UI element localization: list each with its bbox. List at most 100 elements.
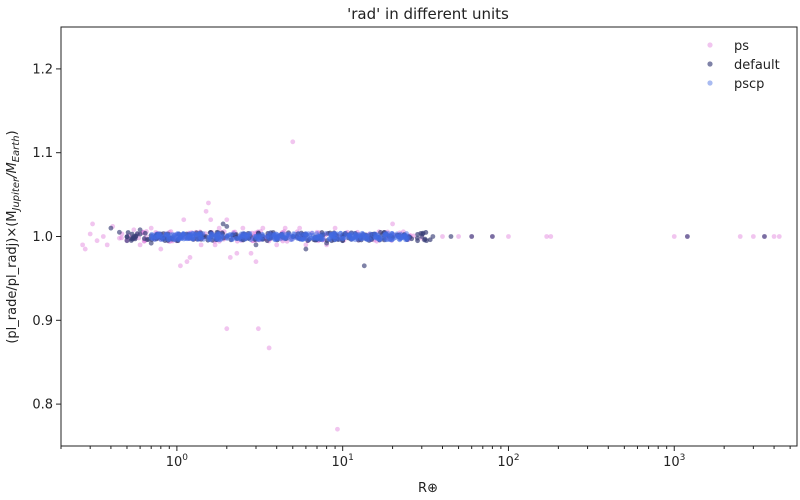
data-point: [415, 231, 421, 237]
x-tick-label: 101: [332, 453, 354, 470]
data-point: [406, 234, 412, 239]
data-point: [206, 237, 212, 242]
y-axis: 0.8 0.9 1.0 1.1 1.2: [32, 62, 61, 413]
data-point: [180, 231, 186, 237]
y-axis-label: (pl_rade/pl_radj)×(MJupiter/MEarth): [5, 130, 22, 343]
data-point: [440, 234, 445, 239]
data-point: [300, 236, 305, 242]
data-point: [671, 234, 677, 239]
data-point: [170, 235, 176, 241]
data-point: [216, 231, 222, 236]
data-point: [303, 246, 309, 252]
x-axis-label: R⊕: [418, 481, 438, 496]
data-point: [387, 233, 392, 238]
data-point: [94, 238, 100, 244]
data-point: [490, 234, 495, 239]
data-point: [181, 217, 187, 223]
data-point: [323, 231, 329, 236]
data-point: [271, 236, 277, 242]
data-point: [227, 255, 233, 260]
data-point: [390, 221, 395, 227]
data-point: [90, 221, 95, 227]
y-tick-label: 1.2: [32, 62, 53, 77]
data-point: [148, 235, 154, 241]
data-point: [184, 259, 190, 265]
data-point: [290, 139, 296, 145]
data-point: [116, 235, 122, 241]
data-point: [364, 234, 370, 239]
data-point: [247, 231, 253, 236]
data-point: [737, 234, 743, 239]
data-point: [415, 238, 420, 244]
data-point: [206, 200, 211, 206]
data-point: [178, 263, 183, 269]
data-point: [360, 231, 366, 237]
series-ps: [80, 139, 782, 432]
data-point: [314, 234, 320, 240]
data-point: [116, 229, 122, 235]
legend-marker: [707, 80, 713, 86]
data-point: [124, 238, 130, 244]
data-point: [224, 217, 230, 223]
data-point: [359, 236, 364, 242]
data-point: [175, 233, 181, 239]
y-label-sub1: Jupiter: [11, 177, 22, 212]
data-point: [100, 234, 106, 239]
data-point: [253, 234, 259, 239]
data-point: [224, 224, 230, 229]
data-point: [137, 242, 143, 248]
data-point: [332, 225, 338, 231]
data-point: [266, 345, 272, 351]
data-point: [80, 242, 86, 248]
data-point: [297, 225, 303, 231]
data-point: [124, 234, 130, 240]
data-point: [158, 232, 164, 238]
data-point: [148, 240, 154, 246]
data-point: [506, 234, 511, 239]
data-point: [134, 231, 140, 237]
data-point: [369, 235, 375, 241]
data-point: [377, 237, 383, 243]
legend-item-pscp: pscp: [707, 77, 764, 92]
data-point: [324, 240, 330, 246]
data-point: [82, 246, 88, 252]
data-point: [154, 234, 159, 240]
data-point: [224, 235, 230, 240]
legend-item-default: default: [707, 58, 780, 73]
data-point: [260, 232, 266, 238]
data-point: [253, 234, 259, 240]
y-tick-label: 1.0: [32, 230, 53, 245]
data-point: [186, 234, 192, 240]
x-tick-label: 100: [166, 453, 189, 470]
data-point: [343, 230, 348, 236]
data-point: [395, 234, 401, 239]
data-point: [149, 231, 155, 237]
y-tick-label: 0.8: [32, 398, 53, 413]
data-point: [347, 234, 352, 239]
data-point: [315, 233, 321, 239]
data-point: [174, 234, 180, 239]
data-point: [131, 227, 137, 233]
data-point: [303, 242, 309, 248]
data-point: [87, 231, 93, 237]
data-point: [158, 246, 164, 252]
data-point: [309, 230, 315, 236]
x-tick-label: 102: [497, 453, 519, 470]
data-point: [234, 250, 240, 256]
data-point: [419, 234, 425, 239]
data-point: [348, 235, 354, 241]
data-point: [267, 236, 272, 242]
data-point: [253, 242, 259, 248]
data-point: [404, 231, 409, 236]
data-point: [423, 230, 429, 235]
data-point: [308, 235, 314, 241]
data-point: [352, 233, 358, 239]
data-point: [422, 236, 428, 242]
data-point: [332, 234, 338, 239]
data-point: [128, 238, 134, 243]
series-pscp: [148, 230, 412, 243]
data-point: [196, 232, 201, 237]
data-point: [286, 232, 291, 238]
legend-marker: [707, 42, 713, 48]
